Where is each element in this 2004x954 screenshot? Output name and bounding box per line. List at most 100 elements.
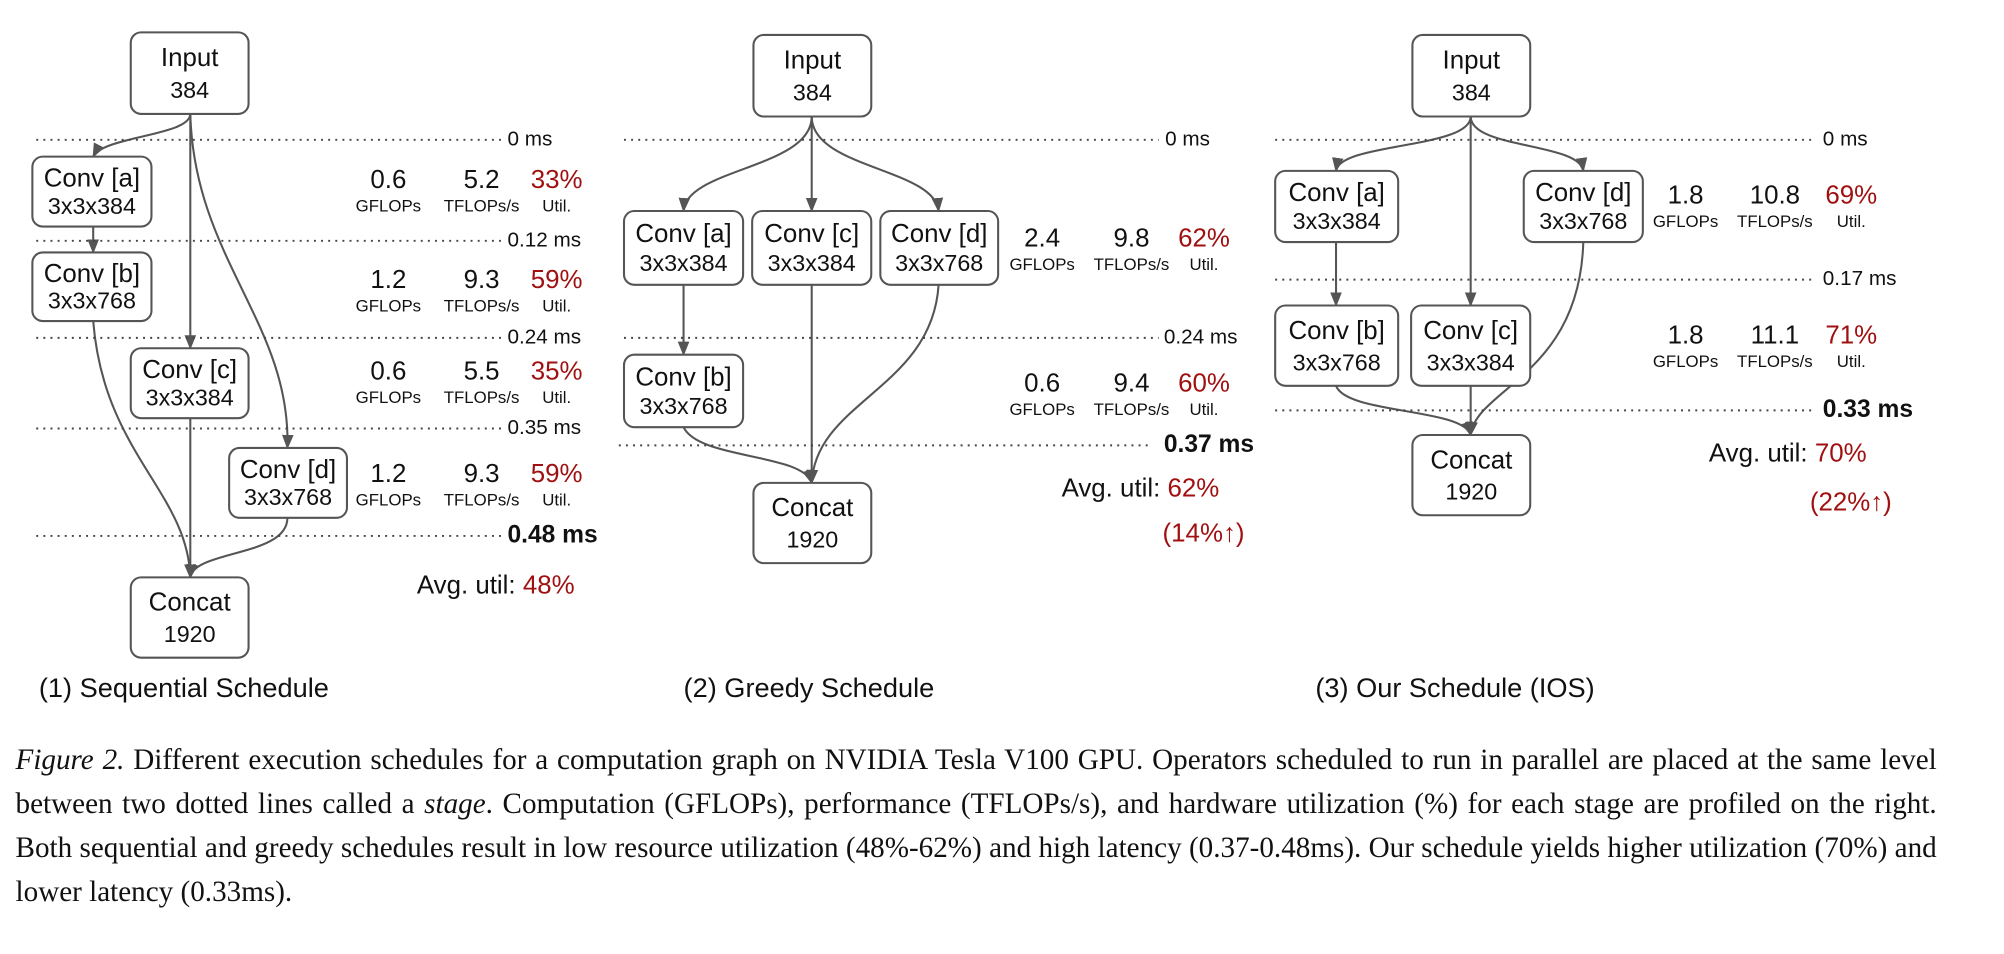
stage-util: 35% <box>531 358 583 386</box>
edge <box>1332 116 1472 173</box>
tflops-unit: TFLOPs/s <box>444 388 520 407</box>
edge <box>92 320 196 579</box>
stage-util: 60% <box>1178 369 1230 397</box>
stage-tflops: 11.1 <box>1751 321 1799 349</box>
op-name: Conv [d] <box>891 220 987 248</box>
op-node <box>129 576 250 659</box>
stage-gflops: 0.6 <box>370 166 406 194</box>
op-name: Conv [c] <box>1423 317 1518 345</box>
util-unit: Util. <box>542 388 571 407</box>
op-detail: 3x3x768 <box>48 288 136 314</box>
stage-tflops: 9.4 <box>1113 369 1149 397</box>
stage-time: 0.12 ms <box>507 228 581 251</box>
stage-time: 0 ms <box>507 127 552 150</box>
op-node <box>1411 33 1532 118</box>
stage-gflops: 1.2 <box>370 460 406 488</box>
op-detail: 3x3x384 <box>146 384 234 410</box>
gflops-unit: GFLOPs <box>1653 352 1718 371</box>
edge <box>682 426 814 485</box>
op-node <box>31 155 153 228</box>
op-detail: 3x3x384 <box>1293 208 1381 234</box>
avg-util: Avg. util: 62% <box>1062 474 1220 502</box>
tflops-unit: TFLOPs/s <box>1094 255 1170 274</box>
op-detail: 3x3x768 <box>640 393 728 419</box>
stage-util: 69% <box>1825 182 1877 210</box>
op-name: Conv [d] <box>240 456 336 484</box>
op-detail: 3x3x768 <box>244 484 332 510</box>
util-unit: Util. <box>542 197 571 216</box>
op-name: Conv [a] <box>1288 179 1384 207</box>
util-gain: (22%↑) <box>1810 488 1892 516</box>
stage-gflops: 1.8 <box>1668 321 1704 349</box>
op-node <box>622 209 745 286</box>
op-name: Input <box>784 47 842 75</box>
stage-util: 59% <box>531 460 583 488</box>
edge <box>1469 116 1588 173</box>
edge <box>806 284 940 485</box>
avg-util-value: 62% <box>1168 474 1220 502</box>
stage-time: 0.48 ms <box>507 521 597 548</box>
op-node <box>129 31 250 115</box>
op-node <box>752 33 873 118</box>
stage-time: 0.35 ms <box>507 416 581 439</box>
avg-util-label: Avg. util: <box>1709 439 1808 467</box>
op-detail: 384 <box>793 80 832 106</box>
op-detail: 384 <box>1452 80 1491 106</box>
op-name: Conv [b] <box>1288 317 1384 345</box>
op-name: Conv [c] <box>142 356 237 384</box>
tflops-unit: TFLOPs/s <box>444 490 520 509</box>
util-unit: Util. <box>542 296 571 315</box>
edge <box>92 113 192 158</box>
caption-term: stage <box>424 787 486 820</box>
stage-time: 0.24 ms <box>1164 325 1238 348</box>
stage-tflops: 9.3 <box>464 460 500 488</box>
op-detail: 3x3x384 <box>640 250 728 276</box>
op-name: Conv [b] <box>635 363 731 391</box>
stage-gflops: 2.4 <box>1024 224 1060 252</box>
panel-label: (2) Greedy Schedule <box>684 672 935 703</box>
op-detail: 384 <box>170 77 209 103</box>
gflops-unit: GFLOPs <box>356 197 421 216</box>
op-name: Concat <box>1430 446 1512 474</box>
stage-gflops: 1.8 <box>1668 182 1704 210</box>
stage-time: 0.33 ms <box>1823 396 1913 423</box>
op-node <box>752 481 873 565</box>
op-detail: 3x3x384 <box>1427 349 1515 375</box>
tflops-unit: TFLOPs/s <box>444 197 520 216</box>
caption: Figure 2. Different execution schedules … <box>16 738 1937 914</box>
op-name: Input <box>1443 47 1501 75</box>
stage-time: 0.17 ms <box>1823 267 1897 290</box>
avg-util: Avg. util: 70% <box>1709 439 1867 467</box>
avg-util-label: Avg. util: <box>417 571 516 599</box>
op-detail: 3x3x768 <box>895 250 983 276</box>
gflops-unit: GFLOPs <box>356 490 421 509</box>
op-detail: 1920 <box>786 527 838 553</box>
gflops-unit: GFLOPs <box>1009 255 1074 274</box>
op-name: Conv [a] <box>44 165 140 193</box>
op-node <box>228 446 348 519</box>
stage-util: 59% <box>531 266 583 294</box>
stage-time: 0 ms <box>1823 127 1868 150</box>
stage-tflops: 10.8 <box>1750 182 1800 210</box>
edge <box>678 116 813 213</box>
util-unit: Util. <box>1837 212 1866 231</box>
op-node <box>1411 433 1532 517</box>
op-name: Conv [c] <box>764 220 859 248</box>
gflops-unit: GFLOPs <box>356 296 421 315</box>
op-node <box>1274 304 1400 387</box>
op-detail: 1920 <box>1445 479 1497 505</box>
stage-tflops: 9.8 <box>1113 224 1149 252</box>
op-detail: 3x3x384 <box>48 193 136 219</box>
op-node <box>622 353 745 429</box>
op-node <box>1410 304 1532 387</box>
tflops-unit: TFLOPs/s <box>1094 400 1170 419</box>
gflops-unit: GFLOPs <box>1653 212 1718 231</box>
op-name: Concat <box>771 494 853 522</box>
stage-time: 0 ms <box>1165 127 1210 150</box>
tflops-unit: TFLOPs/s <box>1737 212 1813 231</box>
stage-time: 0.37 ms <box>1164 431 1254 458</box>
panel-label: (3) Our Schedule (IOS) <box>1315 672 1594 703</box>
